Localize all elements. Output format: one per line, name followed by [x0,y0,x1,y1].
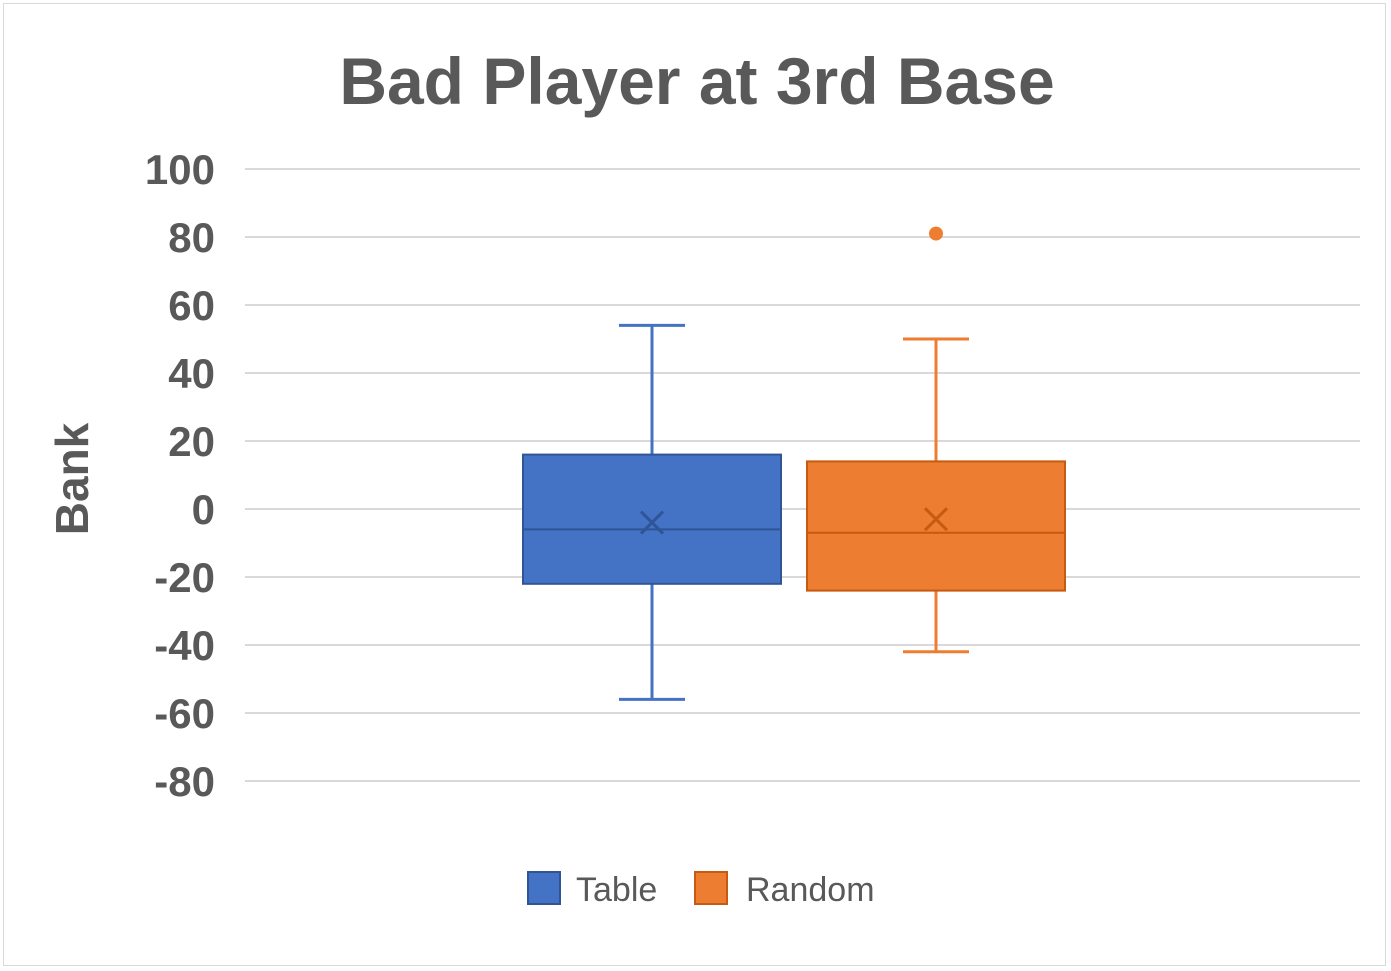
box-plot-chart: Bad Player at 3rd Base Bank 100 80 60 40 20 0… [46,44,1360,909]
legend-item-random: Random [694,871,875,909]
outlier-point [929,226,943,241]
mean-marker [639,510,665,535]
legend-item-table: Table [527,871,657,909]
box-iqr [522,453,782,585]
y-tick-label: -20 [154,554,215,601]
box-random [806,226,1066,654]
legend: Table Random [527,871,875,909]
legend-swatch [694,871,728,905]
plot-boxes [522,226,1066,701]
gridlines [245,168,1360,782]
legend-swatch [527,871,561,905]
y-tick-label: -40 [154,622,215,669]
y-axis-ticks: 100 80 60 40 20 0 -20 -40 -60 -80 [145,146,215,805]
y-tick-label: 60 [168,282,215,329]
y-axis-label: Bank [46,422,98,535]
y-tick-label: 40 [168,350,215,397]
y-tick-label: -60 [154,690,215,737]
y-tick-label: 0 [192,486,215,533]
legend-label: Random [746,871,875,909]
mean-marker [923,507,949,532]
y-tick-label: 20 [168,418,215,465]
chart-title: Bad Player at 3rd Base [339,44,1054,118]
y-tick-label: 100 [145,146,215,193]
box-iqr [806,460,1066,592]
y-tick-label: -80 [154,758,215,805]
chart-area: Bad Player at 3rd Base Bank 100 80 60 40 20 0… [3,3,1386,966]
box-table [522,323,782,701]
legend-label: Table [576,871,657,909]
y-tick-label: 80 [168,214,215,261]
